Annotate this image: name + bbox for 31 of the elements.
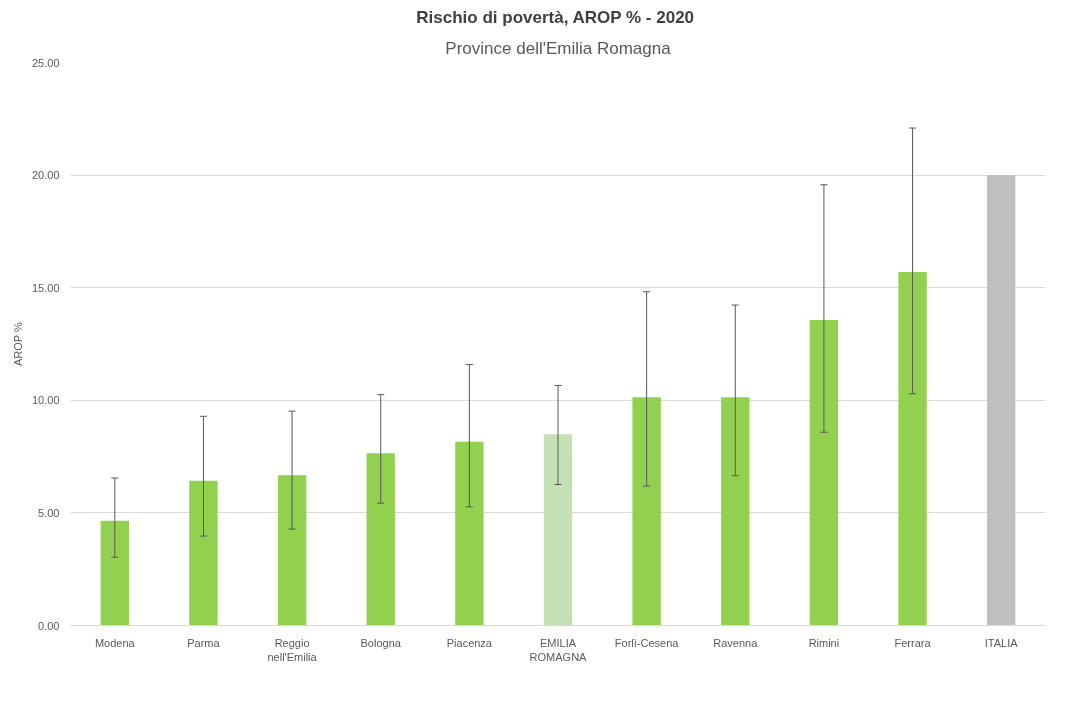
bar bbox=[721, 397, 750, 626]
x-tick-label: ITALIA bbox=[984, 636, 1019, 649]
y-tick-label: 15.00 bbox=[31, 281, 60, 294]
x-tick-label: Parma bbox=[187, 636, 221, 649]
bar bbox=[898, 271, 927, 626]
x-tick-label: Rimini bbox=[808, 636, 840, 649]
bar bbox=[809, 319, 839, 626]
x-tick-label: Modena bbox=[94, 636, 136, 649]
y-tick-label: 20.00 bbox=[31, 169, 60, 182]
x-tick-label: Forlì-Cesena bbox=[614, 636, 680, 649]
bar bbox=[987, 175, 1016, 626]
bar bbox=[632, 397, 661, 626]
chart-subtitle: Province dell'Emilia Romagna bbox=[445, 38, 672, 58]
y-tick-label: 10.00 bbox=[31, 394, 60, 407]
x-tick-label: Ravenna bbox=[713, 636, 759, 649]
bar bbox=[277, 475, 307, 626]
chart-title: Rischio di povertà, AROP % - 2020 bbox=[416, 7, 695, 27]
bar bbox=[189, 480, 218, 626]
bar bbox=[455, 441, 484, 626]
x-tick-label: Ferrara bbox=[894, 636, 932, 649]
x-tick-label: Reggio nell'Emilia bbox=[267, 636, 318, 663]
y-tick-label: 5.00 bbox=[38, 506, 60, 519]
y-tick-label: 25.00 bbox=[31, 56, 60, 69]
y-tick-label: 0.00 bbox=[38, 619, 60, 632]
x-tick-label: EMILIA ROMAGNA bbox=[529, 636, 588, 663]
y-axis-title: AROP % bbox=[11, 321, 24, 367]
x-tick-label: Bologna bbox=[360, 636, 402, 649]
bar bbox=[100, 520, 129, 626]
bar bbox=[543, 434, 573, 626]
x-tick-label: Piacenza bbox=[446, 636, 493, 649]
bar bbox=[366, 453, 395, 626]
